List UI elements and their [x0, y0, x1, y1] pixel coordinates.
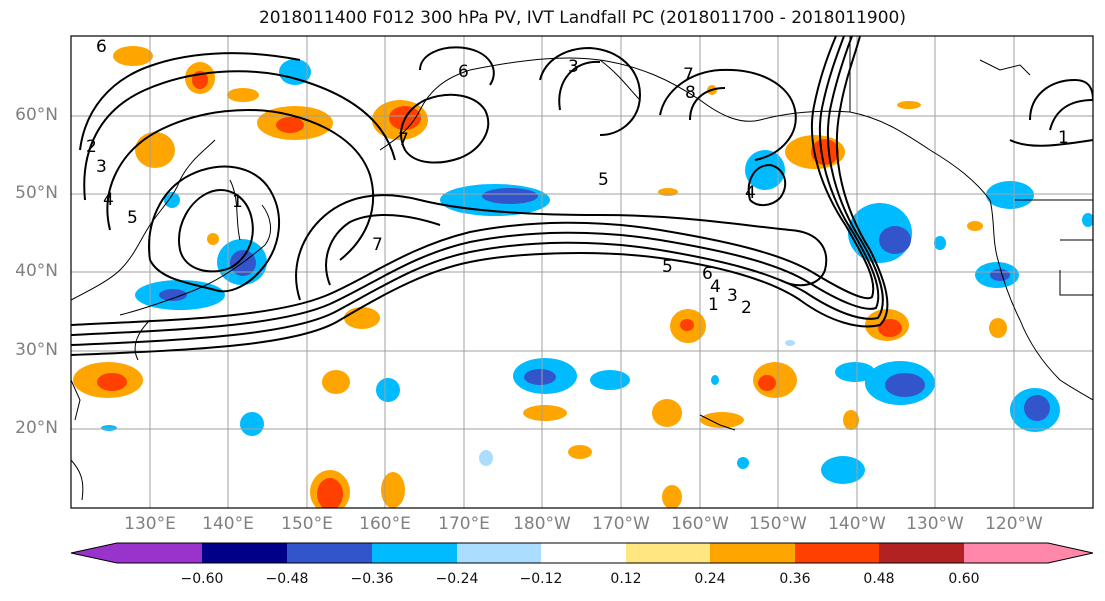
colorbar-tick-label: 0.24	[694, 571, 726, 587]
lon-label: 140°W	[828, 514, 886, 534]
contour-label: 6	[96, 37, 107, 57]
lat-label: 50°N	[15, 183, 58, 203]
contour-label: 5	[662, 257, 673, 277]
colorbar-tick-label: 0.36	[779, 571, 811, 587]
lon-label: 180°W	[513, 514, 571, 534]
contour-label: 4	[745, 183, 756, 203]
colorbar-tick-label: −0.48	[265, 571, 309, 587]
contour-label: 8	[685, 83, 696, 103]
lon-label: 160°E	[359, 514, 411, 534]
colorbar-segment	[964, 543, 1093, 563]
lon-label: 170°W	[592, 514, 650, 534]
colorbar-tick-label: 0.12	[610, 571, 642, 587]
pv-negative-area	[101, 59, 1093, 484]
contour-label: 1	[708, 295, 719, 315]
lon-label: 160°W	[671, 514, 729, 534]
contour-label: 6	[458, 62, 469, 82]
contour-label: 7	[372, 235, 383, 255]
colorbar	[70, 542, 1094, 564]
colorbar-tick-label: −0.60	[180, 571, 224, 587]
contour-label: 7	[398, 130, 409, 150]
ivt-contours	[71, 36, 1093, 356]
map-border	[70, 35, 1094, 509]
colorbar-tick-label: 0.48	[863, 571, 895, 587]
contour-label: 1	[1058, 128, 1069, 148]
contour-label: 4	[710, 277, 721, 297]
contour-label: 6	[702, 264, 713, 284]
contour-label: 3	[568, 57, 579, 77]
colorbar-segment	[457, 543, 541, 563]
lon-label: 130°W	[906, 514, 964, 534]
colorbar-tick-label: 0.60	[948, 571, 980, 587]
contour-label: 5	[127, 208, 138, 228]
pv-positive-area	[73, 46, 1007, 508]
map-title: 2018011400 F012 300 hPa PV, IVT Landfall…	[258, 8, 906, 28]
colorbar-segment	[710, 543, 795, 563]
lat-label: 60°N	[15, 105, 58, 125]
lat-label: 40°N	[15, 261, 58, 281]
colorbar-tick-label: −0.24	[435, 571, 479, 587]
lon-label: 150°W	[749, 514, 807, 534]
contour-label: 3	[727, 286, 738, 306]
lon-label: 120°W	[985, 514, 1043, 534]
colorbar-segment	[795, 543, 879, 563]
lat-label: 20°N	[15, 418, 58, 438]
lon-label: 150°E	[281, 514, 333, 534]
contour-labels: 6 2 3 4 5 1 7 6 5 6 5 4 3 2 1 4 7 8 3 7 …	[86, 37, 1069, 318]
contour-label: 2	[86, 137, 97, 157]
contour-label: 5	[598, 170, 609, 190]
colorbar-segment	[71, 543, 202, 563]
lon-label: 130°E	[124, 514, 176, 534]
contour-label: 1	[232, 192, 243, 212]
colorbar-segment	[202, 543, 287, 563]
lon-label: 140°E	[202, 514, 254, 534]
colorbar-tick-label: −0.12	[519, 571, 563, 587]
lat-label: 30°N	[15, 340, 58, 360]
colorbar-segment	[541, 543, 626, 563]
contour-label: 7	[683, 65, 694, 85]
grid-lines	[71, 36, 1093, 508]
pv-shading	[73, 46, 1093, 508]
colorbar-tick-label: −0.36	[350, 571, 394, 587]
coastlines	[71, 36, 1093, 501]
lon-label: 170°E	[438, 514, 490, 534]
contour-label: 2	[741, 298, 752, 318]
colorbar-segment	[372, 543, 457, 563]
colorbar-segment	[287, 543, 372, 563]
contour-label: 3	[96, 157, 107, 177]
colorbar-segment	[879, 543, 964, 563]
colorbar-segment	[626, 543, 710, 563]
contour-label: 4	[103, 190, 114, 210]
